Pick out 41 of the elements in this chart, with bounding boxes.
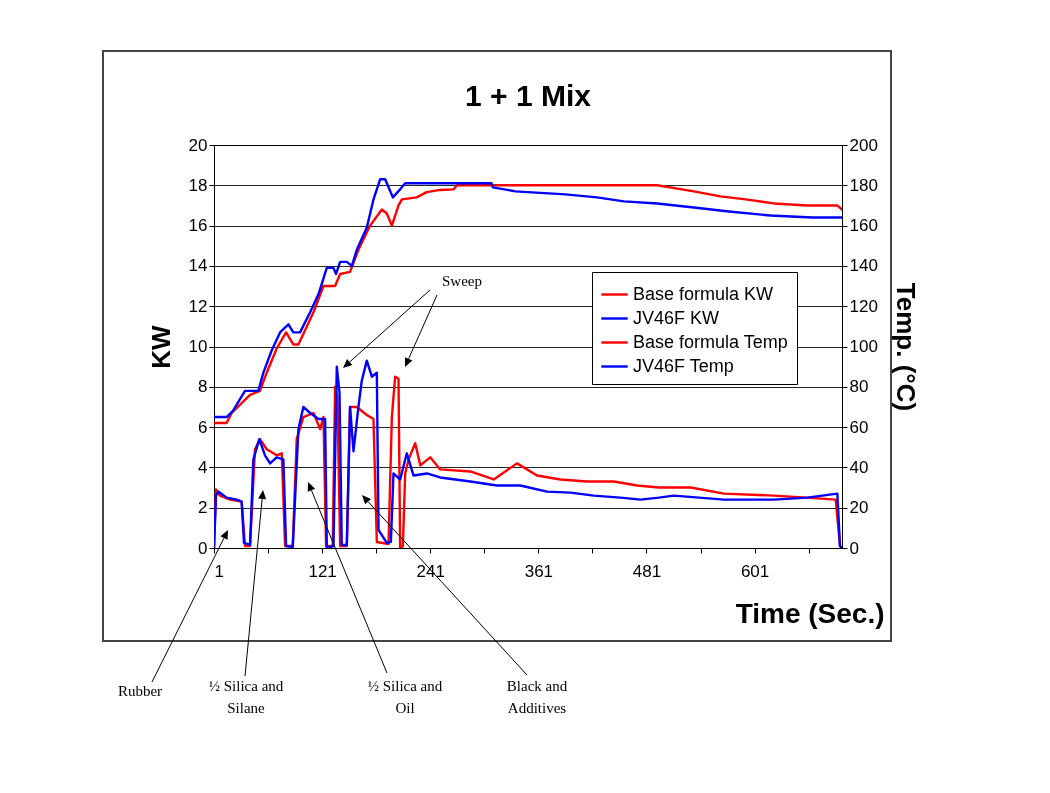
y-tick-label: 4	[198, 457, 208, 477]
text: ½ Silica and Silane	[208, 678, 284, 717]
text: Rubber	[117, 683, 163, 700]
x-tick-label: 1	[214, 561, 224, 581]
x-tick-label: 361	[524, 561, 554, 581]
y2-axis-title: Temp. (°C)	[890, 282, 921, 412]
y-tick-label: 8	[198, 377, 208, 397]
legend-label: JV46F Temp	[633, 355, 734, 376]
annotation: Sweep	[442, 273, 482, 290]
y-tick-label: 0	[198, 538, 208, 558]
text: ½ Silica and Oil	[367, 678, 443, 717]
y-axis-title: KW	[145, 324, 176, 369]
y-tick-label: 20	[188, 135, 208, 155]
legend-label: Base formula KW	[633, 283, 774, 304]
x-tick-label: 241	[416, 561, 445, 581]
y-tick-label: 2	[198, 498, 208, 518]
y-tick-label: 14	[188, 256, 208, 276]
y-tick-label: 10	[188, 337, 208, 356]
y2-tick-label: 200	[849, 135, 878, 155]
y2-tick-label: 160	[849, 216, 878, 236]
y2-tick-label: 60	[849, 417, 869, 437]
x-axis-title: Time (Sec.)	[735, 597, 885, 629]
x-tick-label: 481	[632, 561, 662, 581]
legend-label: Base formula Temp	[633, 331, 788, 352]
y2-tick-label: 180	[849, 175, 878, 195]
y-tick-label: 12	[188, 296, 208, 316]
y2-tick-label: 20	[849, 498, 869, 518]
y-tick-label: 16	[188, 216, 208, 236]
y-tick-label: 18	[188, 175, 208, 195]
text: Black and Additives	[506, 678, 568, 717]
x-tick-label: 121	[308, 561, 337, 581]
x-tick-label: 601	[740, 561, 770, 581]
chart-title: 1 + 1 Mix	[465, 79, 592, 112]
y2-tick-label: 80	[849, 377, 869, 397]
y2-tick-label: 40	[849, 457, 869, 477]
y2-tick-label: 140	[849, 256, 878, 276]
y2-tick-label: 120	[849, 296, 878, 316]
y-tick-label: 6	[198, 417, 208, 437]
legend-label: JV46F KW	[633, 307, 720, 328]
y2-tick-label: 0	[849, 538, 859, 558]
y2-tick-label: 100	[849, 337, 878, 356]
